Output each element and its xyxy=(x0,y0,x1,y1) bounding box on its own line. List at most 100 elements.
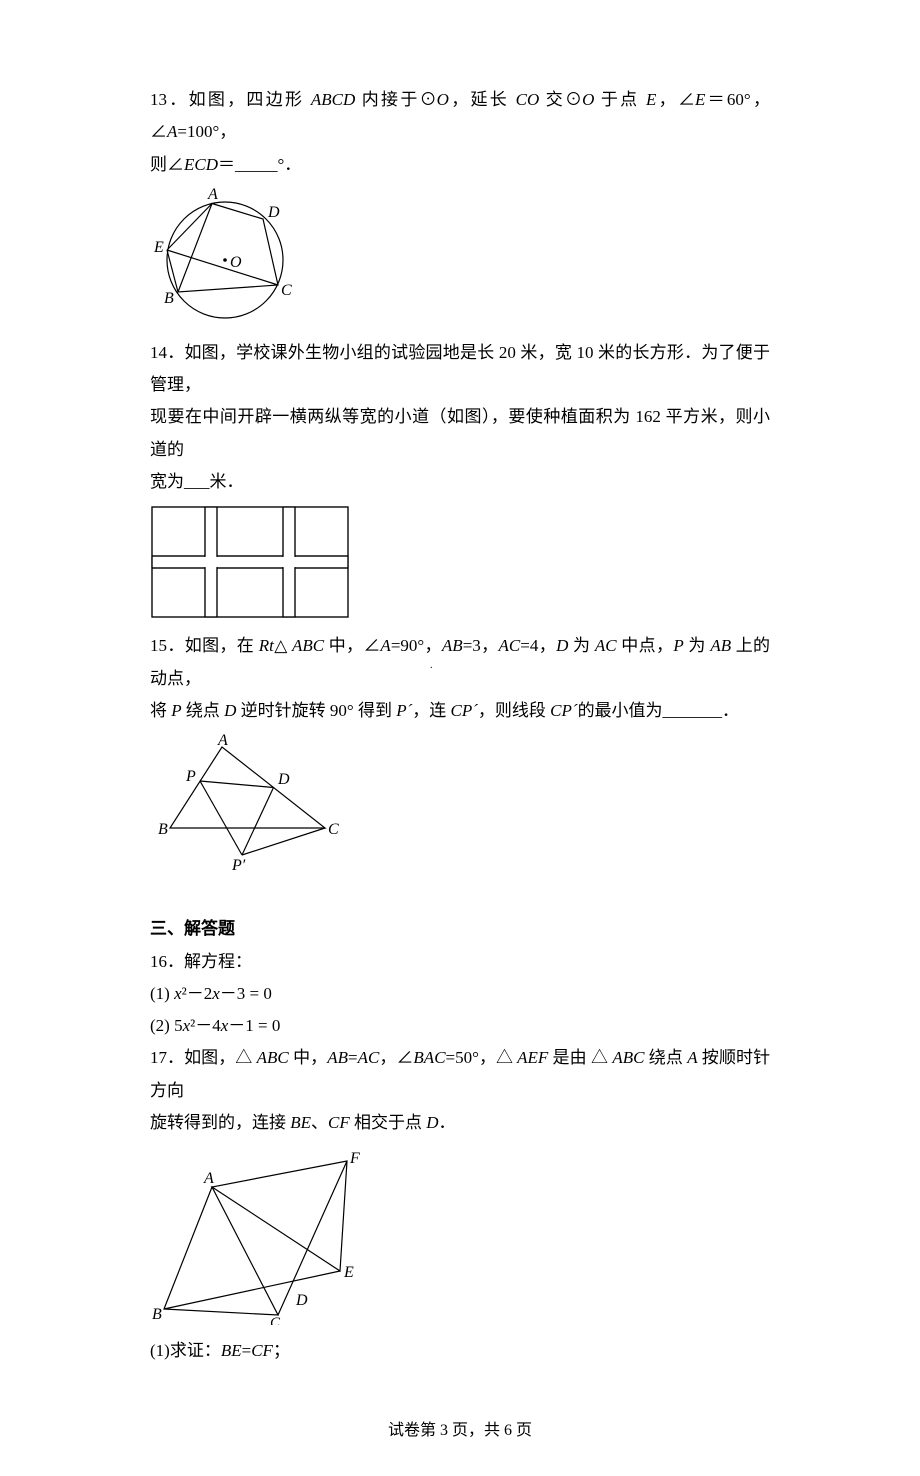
q15-line1: 15．如图，在 Rt△ ABC 中，∠A=90°，AB=3，AC=4，D 为 A… xyxy=(150,630,770,695)
t: CP´ xyxy=(451,701,478,720)
t: ． xyxy=(439,1113,456,1132)
lbl-A: A xyxy=(207,187,218,203)
t: A xyxy=(687,1048,697,1067)
t: ，则线段 xyxy=(478,701,550,720)
t: AC xyxy=(595,636,617,655)
t: △ xyxy=(591,1048,608,1067)
t: =4， xyxy=(520,636,556,655)
q14-line3: 宽为___米． xyxy=(150,466,770,498)
t: =90°， xyxy=(391,636,442,655)
t: 13．如图，四边形 xyxy=(150,90,311,109)
t: =50°， xyxy=(446,1048,497,1067)
t: P xyxy=(171,701,181,720)
lbl-B: B xyxy=(164,290,174,307)
sidemark: . xyxy=(430,656,433,675)
lbl-B: B xyxy=(152,1306,162,1323)
q17-sub1: (1)求证：BE=CF； xyxy=(150,1335,770,1367)
q15-line2: 将 P 绕点 D 逆时针旋转 90° 得到 P´，连 CP´，则线段 CP´的最… xyxy=(150,695,770,727)
t: ABC xyxy=(252,1048,288,1067)
t: CF xyxy=(328,1113,350,1132)
t: Rt xyxy=(259,636,274,655)
t: A xyxy=(167,122,177,141)
t: (1)求证： xyxy=(150,1341,221,1360)
page-footer: 试卷第 3 页，共 6 页 xyxy=(0,1408,920,1476)
t: E xyxy=(646,90,656,109)
t: 绕点 xyxy=(644,1048,687,1067)
t: ²－2 xyxy=(182,984,213,1003)
t: CP´ xyxy=(550,701,577,720)
t: AC xyxy=(358,1048,380,1067)
q15-figure: A B C D P P′ xyxy=(150,733,770,873)
t: (1) xyxy=(150,984,174,1003)
t: 交⊙ xyxy=(539,90,582,109)
t: 中，∠ xyxy=(324,636,380,655)
t: ²－4 xyxy=(190,1016,221,1035)
lbl-B: B xyxy=(158,821,168,838)
lbl-A: A xyxy=(203,1170,214,1187)
t: 则∠ xyxy=(150,155,184,174)
t: △ xyxy=(496,1048,513,1067)
t: 绕点 xyxy=(182,701,225,720)
q17-figure: A B C D E F xyxy=(150,1145,770,1325)
t: D xyxy=(224,701,236,720)
q16-head: 16．解方程： xyxy=(150,946,770,978)
t: 是由 xyxy=(548,1048,591,1067)
t: BAC xyxy=(413,1048,445,1067)
t: BE xyxy=(221,1341,242,1360)
lbl-P: P xyxy=(185,768,196,785)
t: ； xyxy=(273,1341,290,1360)
q13-line1: 13．如图，四边形 ABCD 内接于⊙O，延长 CO 交⊙O 于点 E，∠E＝6… xyxy=(150,84,770,149)
t: E xyxy=(695,90,705,109)
t: 内接于⊙ xyxy=(355,90,436,109)
t: ABC xyxy=(288,636,324,655)
t: ，连 xyxy=(412,701,450,720)
t: 旋转得到的，连接 xyxy=(150,1113,290,1132)
t: ABCD xyxy=(311,90,355,109)
q14-line2: 现要在中间开辟一横两纵等宽的小道（如图），要使种植面积为 162 平方米，则小道… xyxy=(150,401,770,466)
t: CF xyxy=(251,1341,273,1360)
t: AEF xyxy=(513,1048,548,1067)
lbl-C: C xyxy=(270,1315,281,1325)
t: AB xyxy=(442,636,463,655)
lbl-F: F xyxy=(349,1150,360,1167)
lbl-A: A xyxy=(217,733,228,749)
lbl-C: C xyxy=(281,282,292,299)
t: ，∠ xyxy=(656,90,695,109)
lbl-Pp: P′ xyxy=(231,857,246,873)
t: O xyxy=(582,90,594,109)
t: D xyxy=(556,636,568,655)
t: x xyxy=(174,984,182,1003)
t: ，延长 xyxy=(449,90,516,109)
t: ，∠ xyxy=(379,1048,413,1067)
t: AC xyxy=(499,636,521,655)
t: 17．如图， xyxy=(150,1048,235,1067)
t: x xyxy=(183,1016,191,1035)
t: (2) 5 xyxy=(150,1016,183,1035)
t: x xyxy=(212,984,220,1003)
section3-head: 三、解答题 xyxy=(150,913,770,945)
t: BE xyxy=(290,1113,311,1132)
t: 中， xyxy=(289,1048,327,1067)
t: =100°， xyxy=(177,122,236,141)
t: =3， xyxy=(463,636,499,655)
t: △ xyxy=(274,636,288,655)
q14-line1: 14．如图，学校课外生物小组的试验园地是长 20 米，宽 10 米的长方形．为了… xyxy=(150,337,770,402)
q13-figure: A D C B E O xyxy=(150,187,770,327)
t: 将 xyxy=(150,701,171,720)
t: P´ xyxy=(396,701,412,720)
t: －3 = 0 xyxy=(220,984,272,1003)
t: CO xyxy=(516,90,540,109)
q16-eq1: (1) x²－2x－3 = 0 xyxy=(150,978,770,1010)
t: 、 xyxy=(311,1113,328,1132)
page-content: 13．如图，四边形 ABCD 内接于⊙O，延长 CO 交⊙O 于点 E，∠E＝6… xyxy=(0,0,920,1408)
t: △ xyxy=(235,1048,252,1067)
t: AB xyxy=(327,1048,348,1067)
t: 15．如图，在 xyxy=(150,636,259,655)
t: 中点， xyxy=(617,636,674,655)
lbl-E: E xyxy=(343,1264,354,1281)
t: A xyxy=(380,636,390,655)
t: ECD xyxy=(184,155,218,174)
q17-line1: 17．如图，△ ABC 中，AB=AC，∠BAC=50°，△ AEF 是由 △ … xyxy=(150,1042,770,1107)
t: ABC xyxy=(608,1048,644,1067)
q14-figure xyxy=(150,504,770,620)
